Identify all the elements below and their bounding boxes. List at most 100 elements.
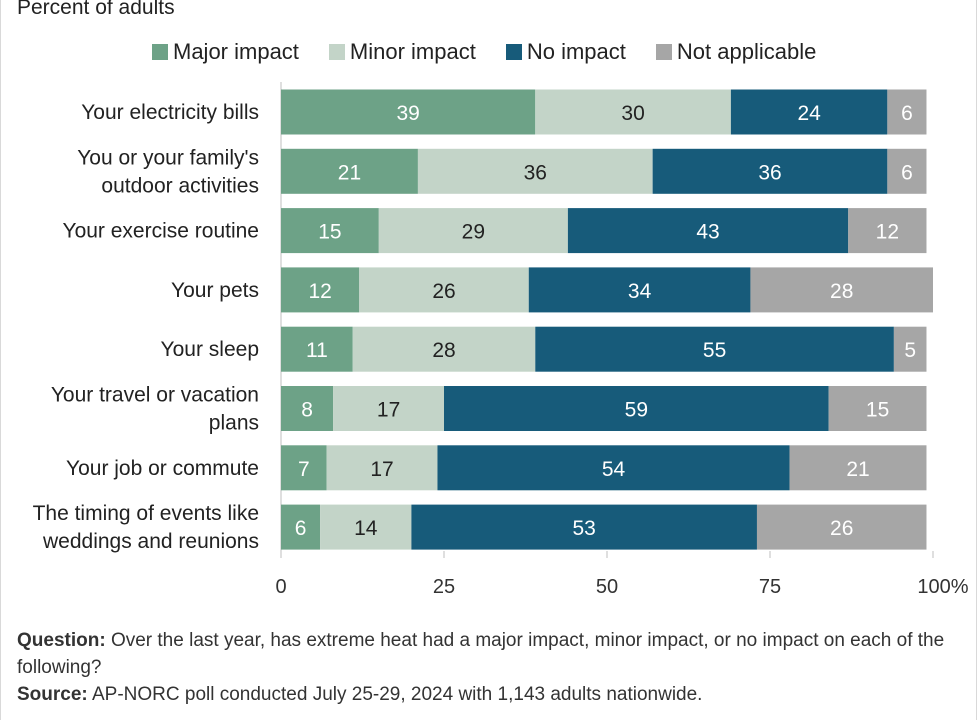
bar-segment <box>730 89 888 135</box>
data-label: 26 <box>830 517 853 540</box>
x-tick-label: 75 <box>759 576 781 598</box>
bar-segment <box>652 148 888 194</box>
bar-segment <box>281 267 360 313</box>
question-label: Question: <box>17 630 106 651</box>
bar-segment <box>281 148 418 194</box>
bar-segment <box>281 326 353 372</box>
question-text: Over the last year, has extreme heat had… <box>17 630 945 678</box>
bar-segment <box>281 386 334 431</box>
category-label: Your travel or vacation plans <box>51 384 259 435</box>
chart-legend: Major impact Minor impact No impact Not … <box>152 39 816 65</box>
bar-segment <box>417 148 653 194</box>
bar-segment <box>437 445 790 491</box>
legend-item-no-impact: No impact <box>505 39 626 65</box>
data-label: 39 <box>396 102 419 125</box>
data-label: 15 <box>866 399 889 422</box>
data-label: 28 <box>830 280 853 303</box>
bar-segment <box>848 208 927 254</box>
data-label: 28 <box>432 339 455 362</box>
legend-label-not-applicable: Not applicable <box>676 39 817 64</box>
bar-segment <box>378 208 568 254</box>
source-note: Source: AP-NORC poll conducted July 25-2… <box>17 681 967 708</box>
data-label: 14 <box>354 517 378 540</box>
bar-segment <box>281 504 321 550</box>
category-label: Your exercise routine <box>62 220 259 243</box>
legend-item-major-impact: Major impact <box>152 39 299 65</box>
data-label: 26 <box>432 280 455 303</box>
bar-segment <box>326 445 438 491</box>
data-label: 15 <box>318 221 341 244</box>
left-frame-line <box>0 0 1 720</box>
data-label: 21 <box>338 161 361 184</box>
chart-footer: Question: Over the last year, has extrem… <box>17 627 967 708</box>
legend-label-minor-impact: Minor impact <box>349 39 476 64</box>
data-label: 6 <box>901 161 913 184</box>
bar-segment <box>535 89 731 135</box>
category-label: The timing of events like weddings and re… <box>33 502 259 553</box>
source-text: AP-NORC poll conducted July 25-29, 2024 … <box>91 684 703 705</box>
data-label: 59 <box>625 399 648 422</box>
x-tick-label: 50 <box>596 576 618 598</box>
legend-swatch-no-impact <box>505 44 522 60</box>
source-label: Source: <box>17 684 88 705</box>
bar-segment <box>281 208 379 254</box>
data-label: 5 <box>904 339 916 362</box>
data-label: 29 <box>462 221 485 244</box>
bar-segment <box>333 386 444 431</box>
category-label: Your sleep <box>161 338 259 361</box>
data-label: 11 <box>306 339 328 362</box>
data-label: 43 <box>696 221 719 244</box>
category-label: Your electricity bills <box>81 101 259 124</box>
bar-segment <box>528 267 751 313</box>
data-label: 12 <box>876 221 899 244</box>
bar-segment <box>756 504 927 550</box>
legend-item-not-applicable: Not applicable <box>655 39 817 65</box>
data-label: 54 <box>602 458 626 481</box>
legend-swatch-minor-impact <box>328 44 345 60</box>
bar-segment <box>750 267 933 313</box>
legend-label-major-impact: Major impact <box>173 39 299 64</box>
legend-swatch-not-applicable <box>655 44 672 60</box>
x-tick-label: 100% <box>917 576 968 598</box>
bar-segment <box>789 445 927 491</box>
bar-segment <box>444 386 829 431</box>
category-label: Your pets <box>171 279 259 302</box>
legend-item-minor-impact: Minor impact <box>328 39 476 65</box>
question-note: Question: Over the last year, has extrem… <box>17 627 967 681</box>
data-label: 7 <box>298 458 310 481</box>
category-label: Your job or commute <box>66 457 259 480</box>
bar-segment <box>281 89 536 135</box>
bar-segment <box>320 504 412 550</box>
bar-segment <box>281 445 327 491</box>
x-tick-label: 25 <box>433 576 455 598</box>
legend-swatch-major-impact <box>152 44 168 60</box>
bar-segment <box>887 89 927 135</box>
data-label: 53 <box>573 517 596 540</box>
bar-segment <box>887 148 927 194</box>
data-label: 34 <box>628 280 652 303</box>
data-label: 24 <box>797 102 821 125</box>
bar-segment <box>567 208 849 254</box>
data-label: 55 <box>703 339 726 362</box>
x-tick-label: 0 <box>275 576 286 598</box>
data-label: 30 <box>621 102 644 125</box>
data-label: 21 <box>846 458 869 481</box>
data-label: 8 <box>301 399 313 422</box>
bar-segment <box>352 326 536 372</box>
data-label: 6 <box>901 102 913 125</box>
data-label: 12 <box>308 280 331 303</box>
data-label: 36 <box>524 161 547 184</box>
data-label: 36 <box>758 161 781 184</box>
chart-subtitle: Percent of adults <box>17 0 175 19</box>
data-label: 17 <box>370 458 393 481</box>
data-label: 6 <box>295 517 307 540</box>
legend-label-no-impact: No impact <box>526 39 626 64</box>
bar-segment <box>359 267 529 313</box>
bar-segment <box>828 386 927 431</box>
category-label: You or your family's outdoor activities <box>77 146 259 197</box>
bar-segment <box>411 504 757 550</box>
data-label: 17 <box>377 399 400 422</box>
bar-segment <box>893 326 927 372</box>
bar-segment <box>535 326 894 372</box>
stacked-bar-chart: 0 25 50 75 100%Your electricity bills 39 30 24 6… <box>33 82 969 598</box>
